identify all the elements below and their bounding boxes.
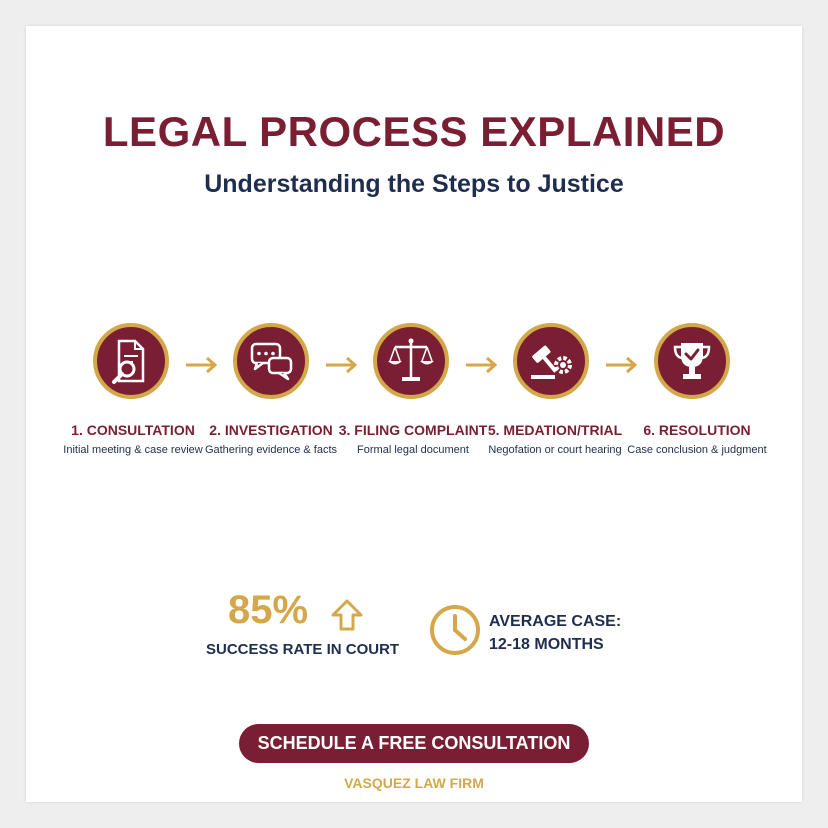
step-3-description: Formal legal document: [357, 444, 469, 456]
document-search-icon: [112, 339, 145, 384]
step-4-circle: [513, 323, 589, 399]
step-5-circle: [654, 323, 730, 399]
arrow-up-icon: [331, 599, 363, 631]
success-rate-label: SUCCESS RATE IN COURT: [206, 641, 400, 658]
clock-icon: [430, 605, 480, 655]
page-subtitle: Understanding the Steps to Justice: [204, 170, 624, 198]
arrow-right-icon: [466, 356, 498, 374]
step-2-circle: [233, 323, 309, 399]
step-1-description: Initial meeting & case review: [63, 444, 203, 456]
step-5-description: Case conclusion & judgment: [627, 444, 767, 456]
arrow-right-icon: [326, 356, 358, 374]
trophy-check-icon: [673, 343, 711, 379]
page-title: LEGAL PROCESS EXPLAINED: [102, 108, 726, 155]
arrow-right-icon: [606, 356, 638, 374]
step-4-description: Negofation or court hearing: [488, 444, 622, 456]
chat-bubbles-icon: [250, 342, 293, 381]
step-1-title: 1. CONSULTATION: [71, 422, 195, 438]
infographic-card: [26, 26, 802, 802]
success-rate-value: 85%: [228, 588, 309, 632]
step-3-title: 3. FILING COMPLAINT: [338, 422, 488, 438]
step-5-title: 6. RESOLUTION: [643, 422, 751, 438]
step-1-circle: [93, 323, 169, 399]
average-case-value: 12-18 MONTHS: [489, 636, 604, 653]
firm-name: VASQUEZ LAW FIRM: [344, 775, 484, 791]
scales-icon: [388, 338, 434, 381]
step-4-title: 5. MEDATION/TRIAL: [487, 422, 623, 438]
gavel-gear-icon: [531, 345, 572, 379]
step-3-circle: [373, 323, 449, 399]
average-case-label: AVERAGE CASE:: [489, 613, 622, 630]
step-2-title: 2. INVESTIGATION: [209, 422, 333, 438]
step-2-description: Gathering evidence & facts: [204, 444, 338, 456]
schedule-consultation-button[interactable]: SCHEDULE A FREE CONSULTATION: [239, 724, 589, 763]
arrow-right-icon: [186, 356, 218, 374]
